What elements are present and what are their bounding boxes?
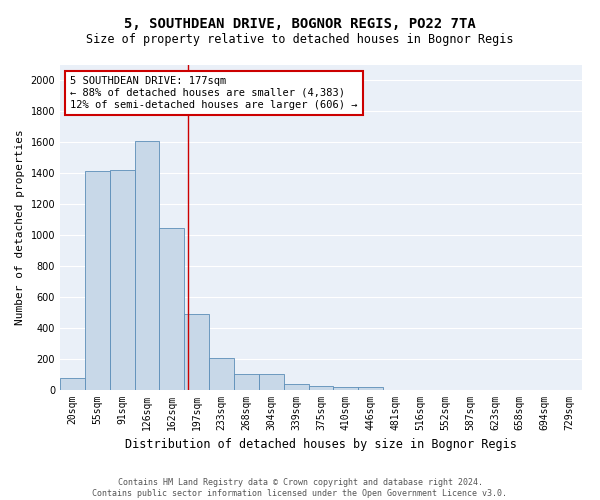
Text: Size of property relative to detached houses in Bognor Regis: Size of property relative to detached ho… (86, 32, 514, 46)
Y-axis label: Number of detached properties: Number of detached properties (15, 130, 25, 326)
Bar (160, 228, 184, 390)
Bar (134, 141, 160, 390)
X-axis label: Distribution of detached houses by size in Bognor Regis: Distribution of detached houses by size … (125, 438, 517, 452)
Bar (308, 386, 334, 390)
Bar (284, 384, 308, 390)
Bar (209, 358, 234, 390)
Text: Contains HM Land Registry data © Crown copyright and database right 2024.
Contai: Contains HM Land Registry data © Crown c… (92, 478, 508, 498)
Bar (110, 170, 134, 390)
Bar (184, 314, 209, 390)
Bar (259, 374, 284, 390)
Bar (85, 171, 110, 390)
Bar (334, 387, 358, 390)
Bar (358, 387, 383, 390)
Text: 5 SOUTHDEAN DRIVE: 177sqm
← 88% of detached houses are smaller (4,383)
12% of se: 5 SOUTHDEAN DRIVE: 177sqm ← 88% of detac… (70, 76, 358, 110)
Bar (60, 378, 85, 390)
Bar (234, 374, 259, 390)
Text: 5, SOUTHDEAN DRIVE, BOGNOR REGIS, PO22 7TA: 5, SOUTHDEAN DRIVE, BOGNOR REGIS, PO22 7… (124, 18, 476, 32)
